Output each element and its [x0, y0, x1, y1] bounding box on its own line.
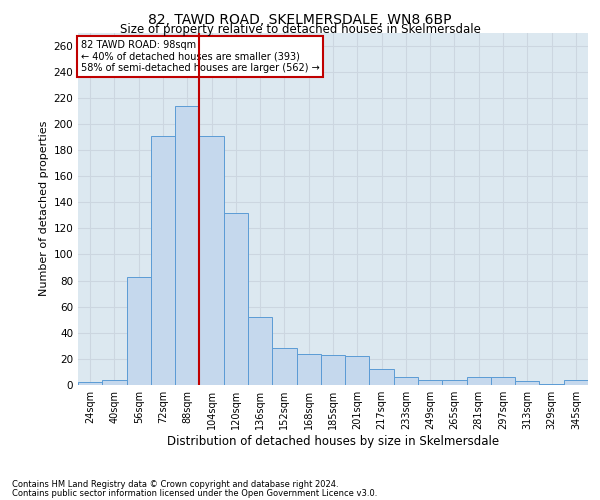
Bar — [515, 381, 539, 385]
Bar — [321, 355, 345, 385]
Bar — [272, 348, 296, 385]
Bar — [224, 212, 248, 385]
Bar — [296, 354, 321, 385]
Text: Contains HM Land Registry data © Crown copyright and database right 2024.: Contains HM Land Registry data © Crown c… — [12, 480, 338, 489]
Bar — [102, 380, 127, 385]
Text: Size of property relative to detached houses in Skelmersdale: Size of property relative to detached ho… — [119, 22, 481, 36]
Bar — [370, 370, 394, 385]
Bar — [539, 384, 564, 385]
Bar — [394, 377, 418, 385]
Bar — [199, 136, 224, 385]
Bar — [491, 377, 515, 385]
Bar — [418, 380, 442, 385]
Bar — [564, 380, 588, 385]
Bar — [175, 106, 199, 385]
Bar — [151, 136, 175, 385]
Text: 82 TAWD ROAD: 98sqm
← 40% of detached houses are smaller (393)
58% of semi-detac: 82 TAWD ROAD: 98sqm ← 40% of detached ho… — [80, 40, 319, 72]
Text: Contains public sector information licensed under the Open Government Licence v3: Contains public sector information licen… — [12, 489, 377, 498]
Text: 82, TAWD ROAD, SKELMERSDALE, WN8 6BP: 82, TAWD ROAD, SKELMERSDALE, WN8 6BP — [148, 12, 452, 26]
Bar — [442, 380, 467, 385]
Bar — [345, 356, 370, 385]
Bar — [127, 276, 151, 385]
Bar — [467, 377, 491, 385]
Bar — [78, 382, 102, 385]
Y-axis label: Number of detached properties: Number of detached properties — [39, 121, 49, 296]
Bar — [248, 317, 272, 385]
X-axis label: Distribution of detached houses by size in Skelmersdale: Distribution of detached houses by size … — [167, 435, 499, 448]
